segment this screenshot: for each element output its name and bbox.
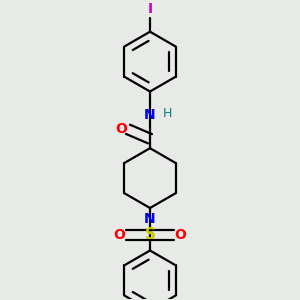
Text: O: O xyxy=(175,228,187,242)
Text: I: I xyxy=(147,2,153,16)
Text: O: O xyxy=(115,122,127,136)
Text: N: N xyxy=(144,108,155,122)
Text: O: O xyxy=(113,228,125,242)
Text: H: H xyxy=(163,107,172,120)
Text: S: S xyxy=(145,227,155,242)
Text: N: N xyxy=(144,212,156,226)
